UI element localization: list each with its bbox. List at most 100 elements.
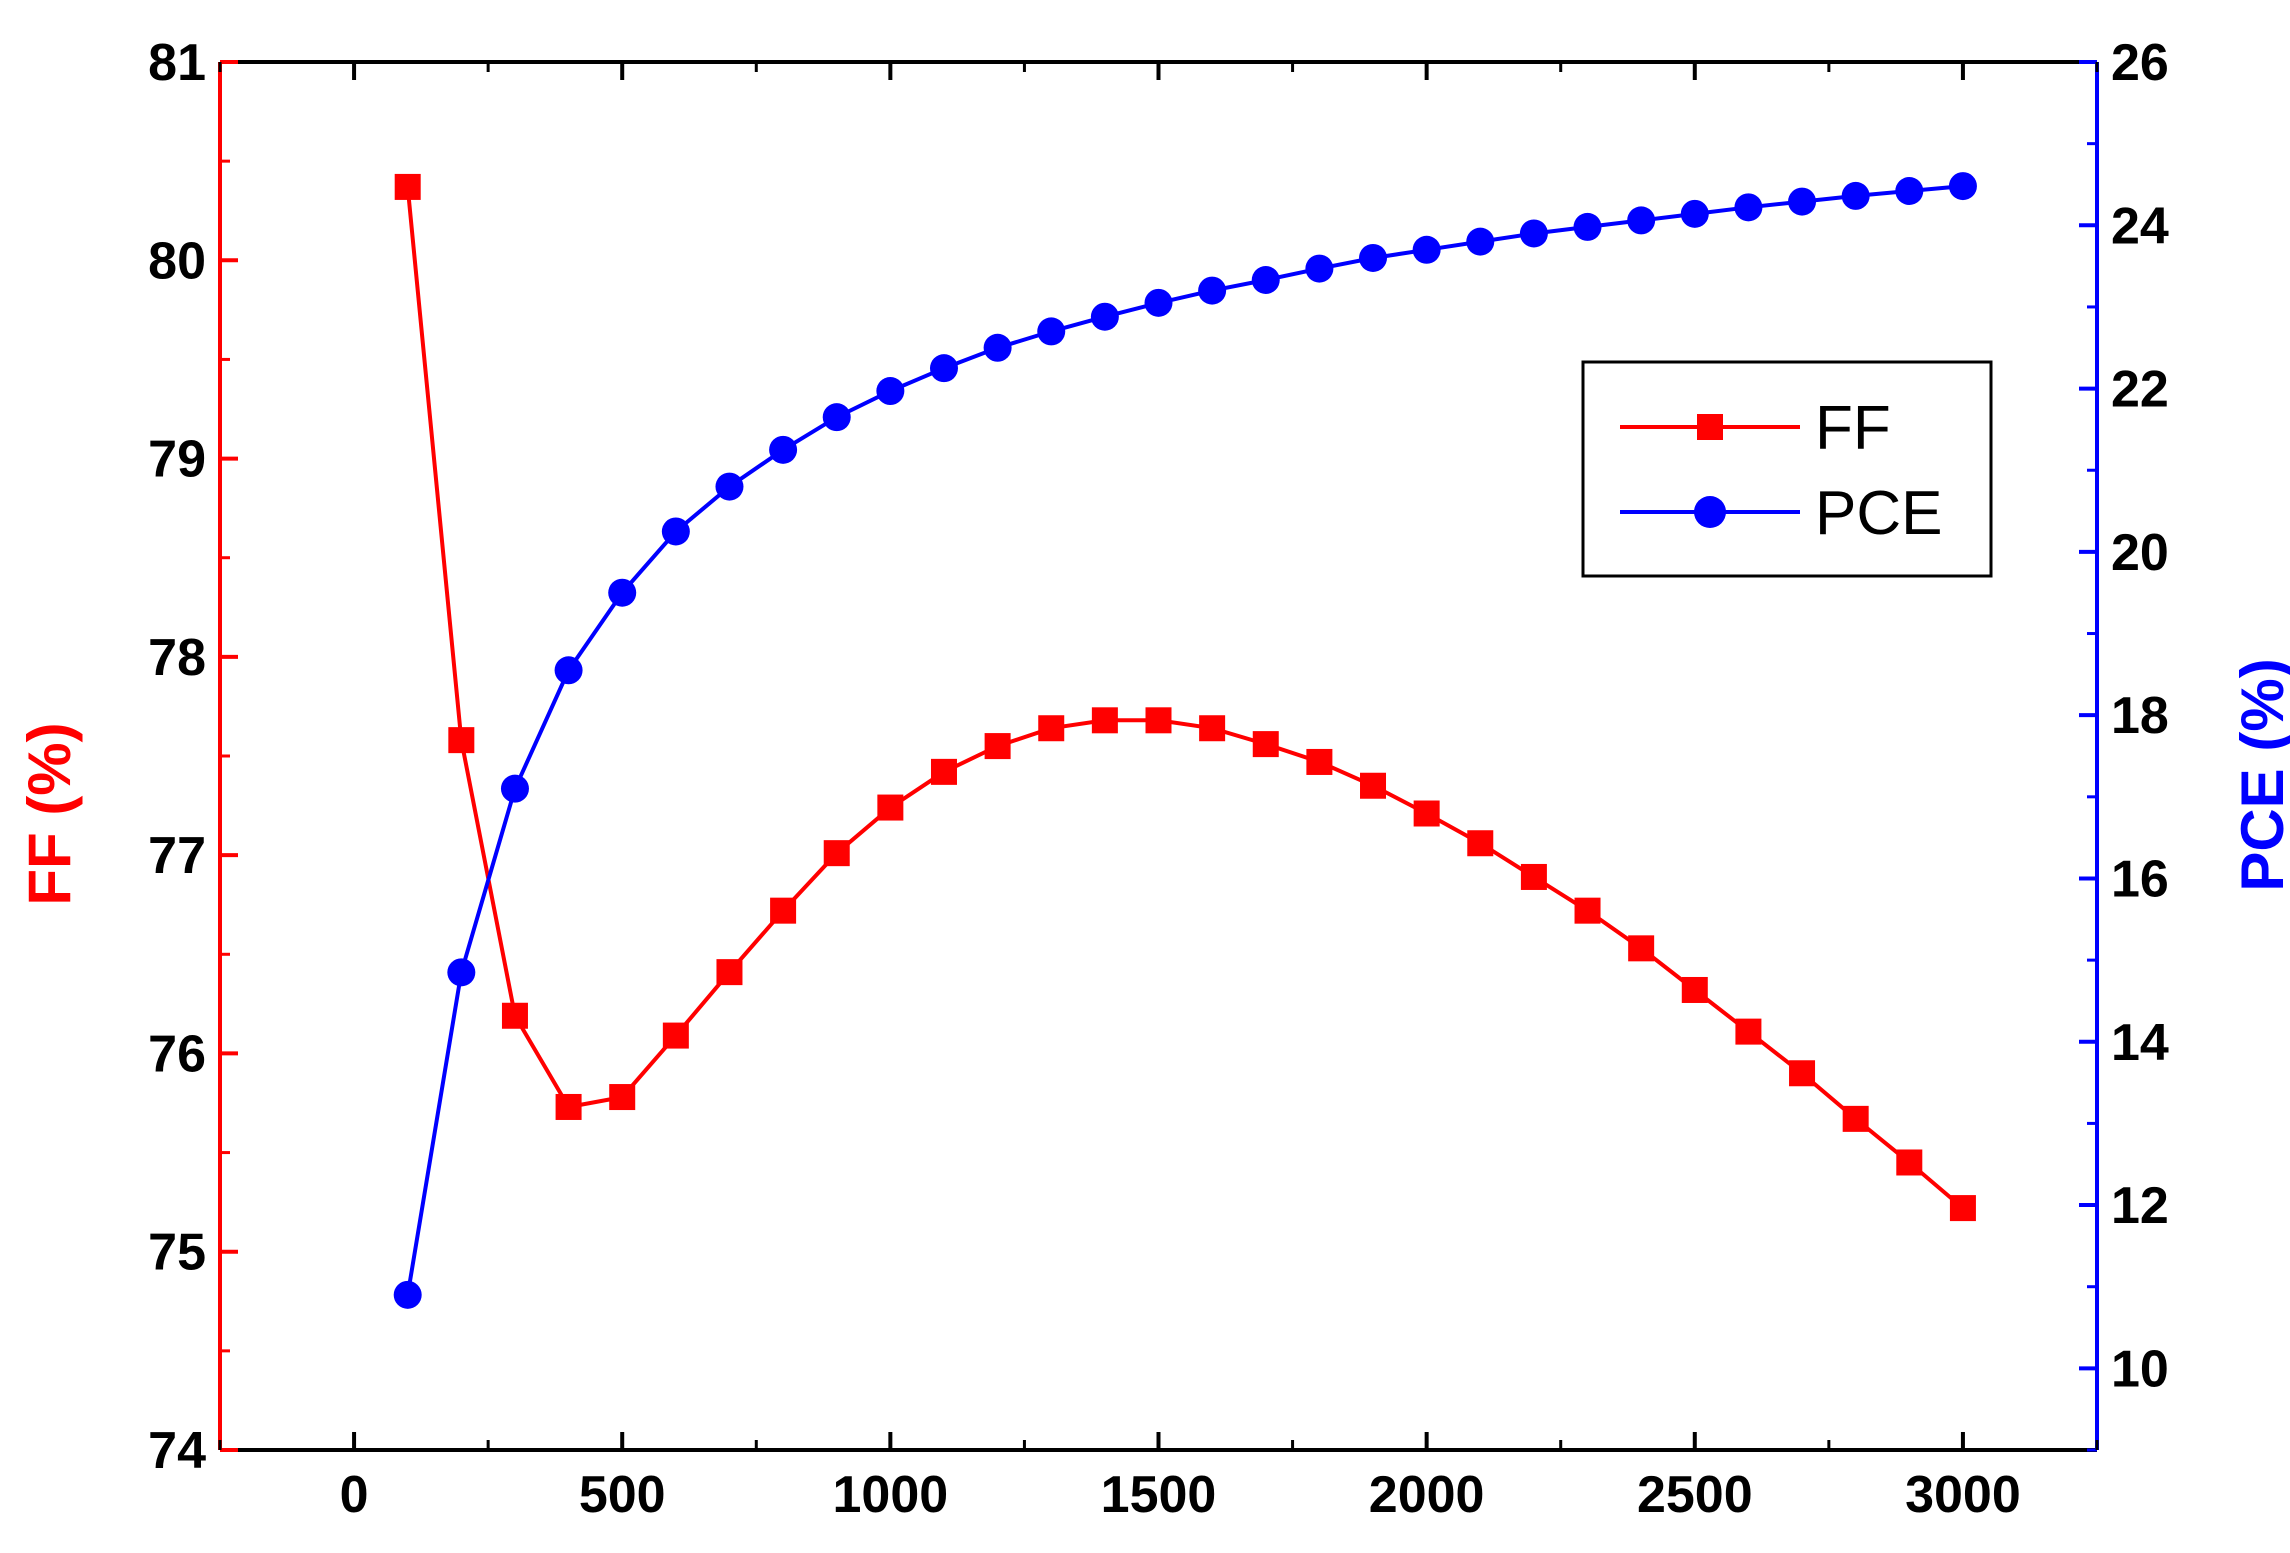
x-tick-label: 3000	[1905, 1466, 2021, 1524]
right-tick-label: 24	[2111, 197, 2169, 255]
ff-data-point	[1306, 748, 1333, 775]
legend-box	[1581, 360, 1993, 578]
x-tick-label: 500	[579, 1466, 666, 1524]
ff-data-point	[1896, 1149, 1923, 1176]
ff-data-point	[930, 758, 957, 785]
ff-data-point	[1628, 935, 1655, 962]
right-tick-label: 10	[2111, 1340, 2169, 1398]
left-tick-label: 74	[148, 1422, 206, 1480]
ff-data-point	[1360, 772, 1387, 799]
ff-data-point	[984, 733, 1011, 760]
pce-data-point	[983, 333, 1012, 362]
legend-ff-label: FF	[1815, 394, 1891, 463]
series-line-pce	[405, 184, 1964, 1296]
legend-pce-marker	[1694, 496, 1726, 528]
right-tick-label: 20	[2111, 524, 2169, 582]
left-tick-label: 77	[148, 827, 206, 885]
right-tick-label: 22	[2111, 361, 2169, 419]
pce-data-point	[554, 656, 583, 685]
ff-data-point	[555, 1093, 582, 1120]
ff-data-point	[501, 1002, 528, 1029]
right-tick-label: 18	[2111, 687, 2169, 745]
pce-data-point	[661, 517, 690, 546]
pce-data-point	[1251, 265, 1280, 294]
ff-data-point	[1949, 1195, 1976, 1222]
ff-data-point	[877, 794, 904, 821]
pce-data-point	[447, 958, 476, 987]
right-tick-label: 16	[2111, 850, 2169, 908]
legend: FF PCE	[1581, 360, 1993, 578]
pce-data-point	[715, 472, 744, 501]
right-tick-label: 14	[2111, 1014, 2169, 1072]
left-tick-label: 78	[148, 629, 206, 687]
right-axis: 10 12 14 16 18 20 22 24 26	[2079, 34, 2169, 1452]
ff-data-point	[823, 840, 850, 867]
pce-data-point	[1680, 199, 1709, 228]
ff-data-point	[1520, 863, 1547, 890]
pce-data-point	[393, 1280, 422, 1309]
ff-data-point	[1735, 1018, 1762, 1045]
ff-data-point	[609, 1084, 636, 1111]
series-layer	[393, 172, 1977, 1309]
left-tick-label: 79	[148, 431, 206, 489]
right-tick-label: 12	[2111, 1177, 2169, 1235]
pce-data-point	[1412, 235, 1441, 264]
ff-data-point	[1038, 715, 1065, 742]
pce-data-point	[1948, 172, 1977, 201]
pce-data-point	[1627, 206, 1656, 235]
pce-data-point	[1841, 181, 1870, 210]
pce-data-point	[769, 435, 798, 464]
plot-frame	[220, 60, 2097, 1452]
pce-data-point	[1466, 227, 1495, 256]
left-tick-label: 80	[148, 232, 206, 290]
legend-pce-label: PCE	[1815, 479, 1942, 548]
left-axis-title: FF (%)	[16, 722, 83, 905]
x-tick-label: 0	[340, 1466, 369, 1524]
pce-data-point	[1090, 302, 1119, 331]
ff-data-point	[1413, 800, 1440, 827]
series-line-ff	[405, 186, 1965, 1210]
x-tick-label: 2000	[1369, 1466, 1485, 1524]
ff-data-point	[448, 727, 475, 754]
x-tick-label: 1500	[1101, 1466, 1217, 1524]
ff-data-point	[1199, 715, 1226, 742]
pce-data-point	[1788, 187, 1817, 216]
ff-data-point	[1681, 976, 1708, 1003]
left-tick-label: 75	[148, 1224, 206, 1282]
pce-data-point	[822, 403, 851, 432]
ff-data-point	[1467, 830, 1494, 857]
ff-data-point	[662, 1022, 689, 1049]
pce-data-point	[1895, 177, 1924, 206]
pce-data-point	[1144, 288, 1173, 317]
pce-data-point	[1519, 219, 1548, 248]
pce-data-point	[876, 377, 905, 406]
x-tick-label: 2500	[1637, 1466, 1753, 1524]
right-tick-label: 26	[2111, 34, 2169, 92]
pce-data-point	[608, 578, 637, 607]
pce-data-point	[1359, 243, 1388, 272]
pce-data-point	[1198, 276, 1227, 305]
pce-data-point	[1734, 193, 1763, 222]
pce-data-point	[1037, 317, 1066, 346]
pce-data-point	[1573, 212, 1602, 241]
ff-data-point	[716, 959, 743, 986]
left-tick-label: 76	[148, 1025, 206, 1083]
ff-data-point	[394, 173, 421, 200]
ff-data-point	[1091, 707, 1118, 734]
ff-data-point	[1252, 731, 1279, 758]
right-axis-title: PCE (%)	[2229, 658, 2290, 891]
ff-data-point	[1789, 1060, 1816, 1087]
ff-data-point	[1574, 897, 1601, 924]
pce-data-point	[500, 774, 529, 803]
bottom-axis: 0 500 1000 1500 2000 2500 3000	[218, 62, 2099, 1524]
pce-data-point	[1305, 254, 1334, 283]
left-tick-label: 81	[148, 34, 206, 92]
ff-data-point	[1145, 707, 1172, 734]
legend-ff-marker	[1697, 414, 1723, 440]
ff-data-point	[770, 897, 797, 924]
pce-data-point	[929, 354, 958, 383]
x-tick-label: 1000	[833, 1466, 949, 1524]
ff-data-point	[1842, 1105, 1869, 1132]
left-axis: 74 75 76 77 78 79 80 81	[148, 34, 238, 1480]
